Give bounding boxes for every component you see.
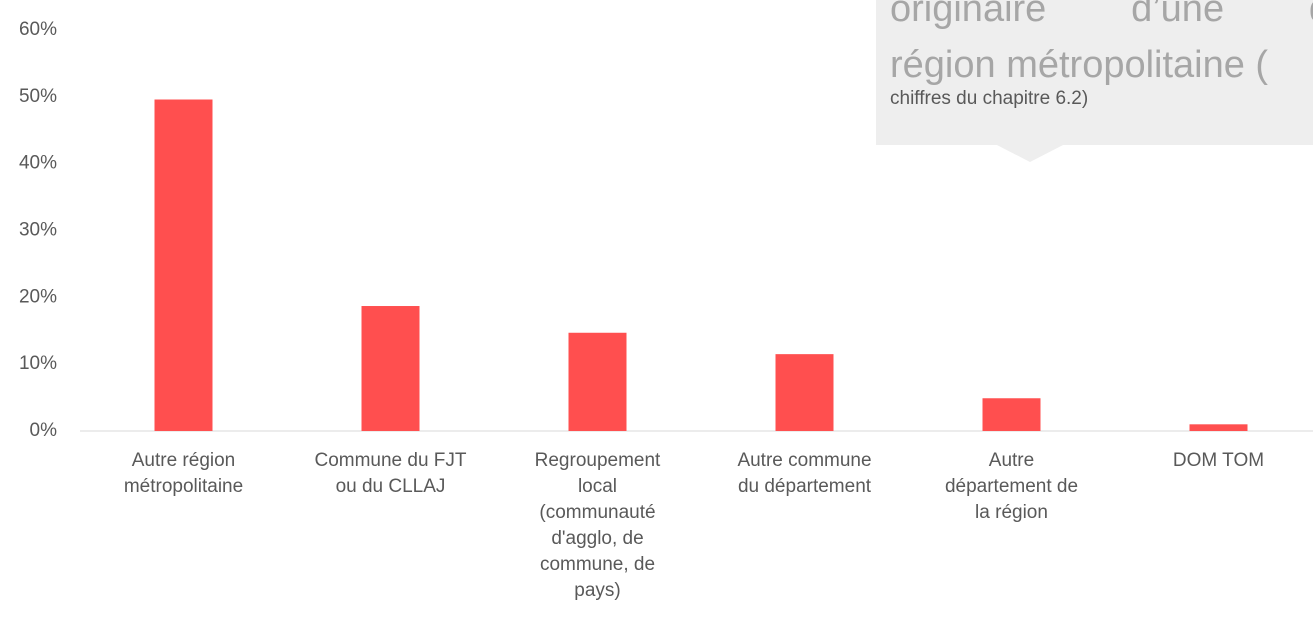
x-tick-label: Autre département de la région: [944, 450, 1079, 523]
y-tick-label: 50%: [19, 86, 57, 107]
y-tick-label: 60%: [19, 19, 57, 40]
bar: [982, 398, 1041, 431]
y-tick-label: 40%: [19, 153, 57, 174]
bar: [568, 332, 627, 431]
bar: [1189, 424, 1248, 431]
annotation-line: région métropolitaine (: [890, 44, 1269, 86]
bar: [775, 354, 834, 431]
callout-box: [876, 0, 1313, 145]
x-tick-label: Autre commune du département: [737, 450, 872, 497]
y-tick-label: 30%: [19, 220, 57, 241]
y-tick-label: 0%: [30, 420, 58, 441]
x-tick-label: Regroupement local (communauté d'agglo, …: [534, 450, 661, 601]
annotation-line: originaire d’une d: [890, 0, 1313, 30]
y-tick-label: 10%: [19, 353, 57, 374]
bar: [154, 99, 213, 432]
x-tick-label: Commune du FJT ou du CLLAJ: [314, 450, 467, 497]
x-tick-label: Autre région métropolitaine: [123, 450, 244, 497]
y-tick-label: 20%: [19, 286, 57, 307]
bar: [361, 306, 420, 431]
annotation-line: chiffres du chapitre 6.2): [890, 88, 1089, 109]
x-tick-label: DOM TOM: [1172, 450, 1265, 471]
